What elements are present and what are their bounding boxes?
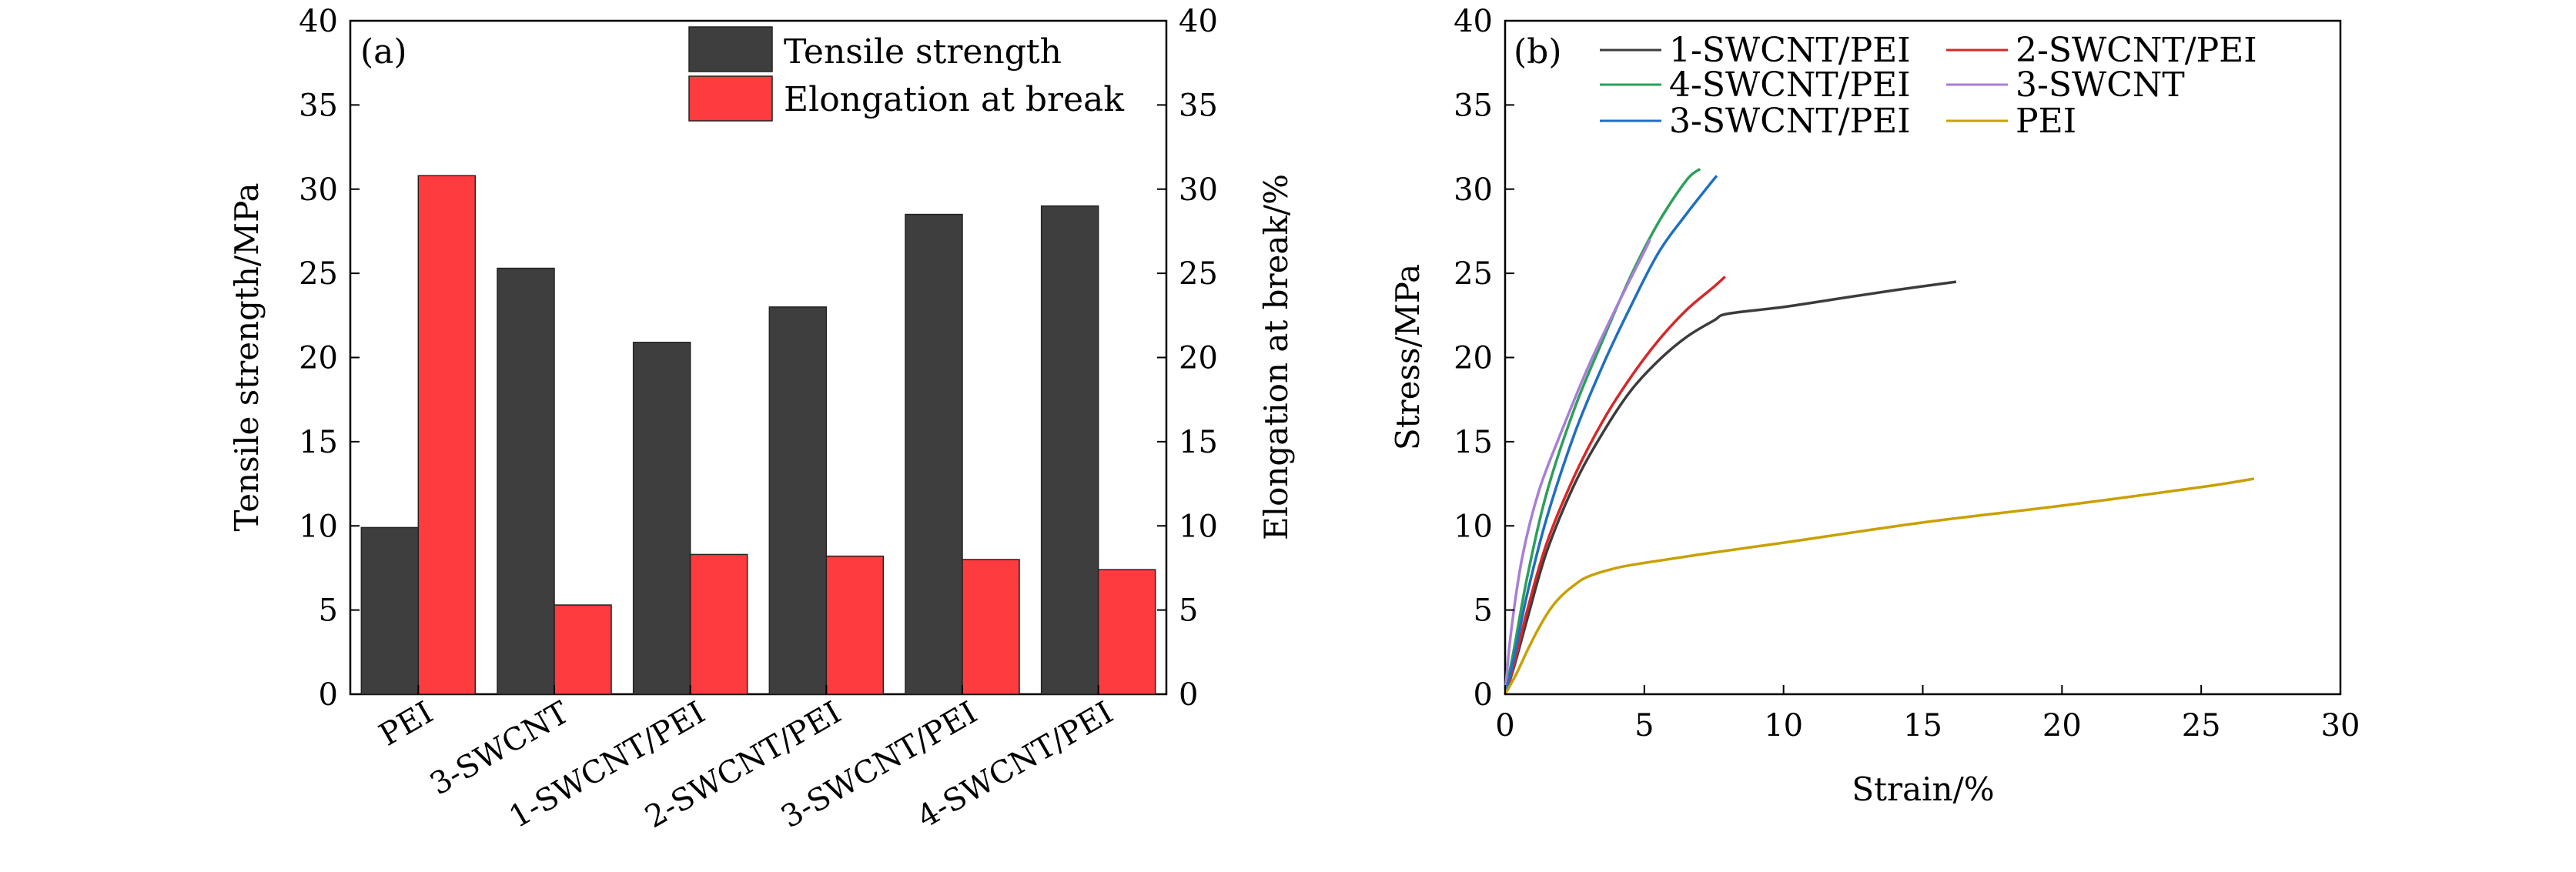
- series-line-2-swcnt-pei: [1504, 276, 1726, 695]
- legend-label-pei: PEI: [2016, 102, 2076, 141]
- y-tick-label-5: 5: [1474, 593, 1493, 629]
- x-tick-label-0: 0: [1495, 708, 1514, 743]
- bar-tensile-strength-pei: [360, 526, 420, 695]
- y-tick-label-right-15: 15: [1179, 425, 1218, 460]
- legend-label-tensile-strength: Tensile strength: [784, 32, 1062, 72]
- y-tick-label-right-35: 35: [1179, 88, 1218, 123]
- y-tick-label-right-0: 0: [1179, 677, 1198, 713]
- legend-swatch-tensile-strength: [688, 26, 773, 72]
- panel-b-series-lines: [1504, 168, 2255, 695]
- y-tick-label-left-5: 5: [319, 593, 338, 629]
- y-tick-label-left-25: 25: [299, 256, 338, 292]
- panel-b-x-axis-label: Strain/%: [1852, 770, 1994, 808]
- y-tick-label-left-20: 20: [299, 341, 338, 376]
- series-line-3-swcnt-pei: [1504, 175, 1718, 695]
- y-tick-label-right-30: 30: [1179, 172, 1218, 208]
- bar-elongation-at-break-4-swcnt-pei: [1097, 569, 1156, 695]
- bar-elongation-at-break-2-swcnt-pei: [825, 555, 885, 695]
- y-tick-label-0: 0: [1474, 677, 1493, 713]
- bar-tensile-strength-2-swcnt-pei: [768, 306, 828, 695]
- bar-elongation-at-break-3-swcnt: [554, 604, 612, 695]
- x-tick-label-pei: PEI: [373, 695, 439, 753]
- y-tick-label-10: 10: [1454, 509, 1493, 544]
- series-line-1-swcnt-pei: [1504, 280, 1957, 695]
- y-tick-label-35: 35: [1454, 88, 1493, 123]
- bar-tensile-strength-4-swcnt-pei: [1040, 205, 1099, 695]
- y-tick-label-right-25: 25: [1179, 256, 1218, 292]
- x-tick-label-30: 30: [2321, 708, 2360, 743]
- x-tick-label-25: 25: [2182, 708, 2221, 743]
- y-tick-label-right-10: 10: [1179, 509, 1218, 544]
- y-tick-label-15: 15: [1454, 425, 1493, 460]
- series-line-pei: [1504, 477, 2255, 695]
- panel-b-line-chart: 0 5 10 15 20 25 30 0 5 10 15 20 25 30 35 40 (b) 1-SWCNT…: [1389, 4, 2360, 808]
- y-tick-label-right-20: 20: [1179, 341, 1218, 376]
- panel-a-legend: Tensile strength Elongation at break: [688, 26, 1124, 122]
- legend-label-4-swcnt-pei: 4-SWCNT/PEI: [1669, 65, 1911, 105]
- bar-tensile-strength-1-swcnt-pei: [632, 342, 691, 695]
- y-tick-label-left-0: 0: [319, 677, 338, 713]
- x-tick-label-5: 5: [1634, 708, 1654, 743]
- panel-a-bars: [360, 175, 1156, 695]
- y-tick-label-right-5: 5: [1179, 593, 1198, 629]
- series-line-4-swcnt-pei: [1504, 168, 1701, 695]
- y-tick-label-25: 25: [1454, 256, 1493, 292]
- x-tick-label-15: 15: [1903, 708, 1942, 743]
- x-tick-label-20: 20: [2042, 708, 2082, 743]
- bar-elongation-at-break-3-swcnt-pei: [962, 559, 1020, 695]
- panel-b-y-axis-label: Stress/MPa: [1389, 264, 1427, 450]
- panel-b-ticks: 0 5 10 15 20 25 30 0 5 10 15 20 25 30 35 40: [1454, 4, 2360, 743]
- panel-a-label: (a): [360, 32, 407, 72]
- panel-a-y-axis-label: Tensile strength/MPa: [228, 182, 266, 531]
- y-tick-label-left-30: 30: [299, 172, 338, 208]
- panel-b-legend: 1-SWCNT/PEI 2-SWCNT/PEI 4-SWCNT/PEI 3-SW…: [1600, 31, 2257, 141]
- y-tick-label-left-10: 10: [299, 509, 338, 544]
- y-tick-label-30: 30: [1454, 172, 1493, 208]
- legend-swatch-elongation-at-break: [688, 75, 773, 122]
- legend-label-2-swcnt-pei: 2-SWCNT/PEI: [2016, 31, 2257, 70]
- series-line-3-swcnt: [1504, 239, 1651, 695]
- panel-a-y2-axis-label: Elongation at break/%: [1257, 174, 1295, 540]
- legend-label-1-swcnt-pei: 1-SWCNT/PEI: [1669, 31, 1911, 70]
- x-tick-label-10: 10: [1764, 708, 1803, 743]
- y-tick-label-left-35: 35: [299, 88, 338, 123]
- bar-tensile-strength-3-swcnt-pei: [905, 213, 963, 695]
- y-tick-label-left-40: 40: [299, 4, 338, 39]
- y-tick-label-20: 20: [1454, 341, 1493, 376]
- panel-b-label: (b): [1514, 32, 1562, 72]
- bar-elongation-at-break-1-swcnt-pei: [689, 553, 748, 695]
- bar-elongation-at-break-pei: [417, 175, 477, 695]
- legend-label-elongation-at-break: Elongation at break: [784, 80, 1124, 119]
- y-tick-label-right-40: 40: [1179, 4, 1218, 39]
- y-tick-label-40: 40: [1454, 4, 1493, 39]
- legend-label-3-swcnt-pei: 3-SWCNT/PEI: [1669, 102, 1911, 141]
- bar-tensile-strength-3-swcnt: [497, 267, 555, 695]
- panel-a-bar-chart: PEI3-SWCNT1-SWCNT/PEI2-SWCNT/PEI3-SWCNT/…: [228, 4, 1295, 835]
- y-tick-label-left-15: 15: [299, 425, 338, 460]
- legend-label-3-swcnt: 3-SWCNT: [2016, 65, 2185, 105]
